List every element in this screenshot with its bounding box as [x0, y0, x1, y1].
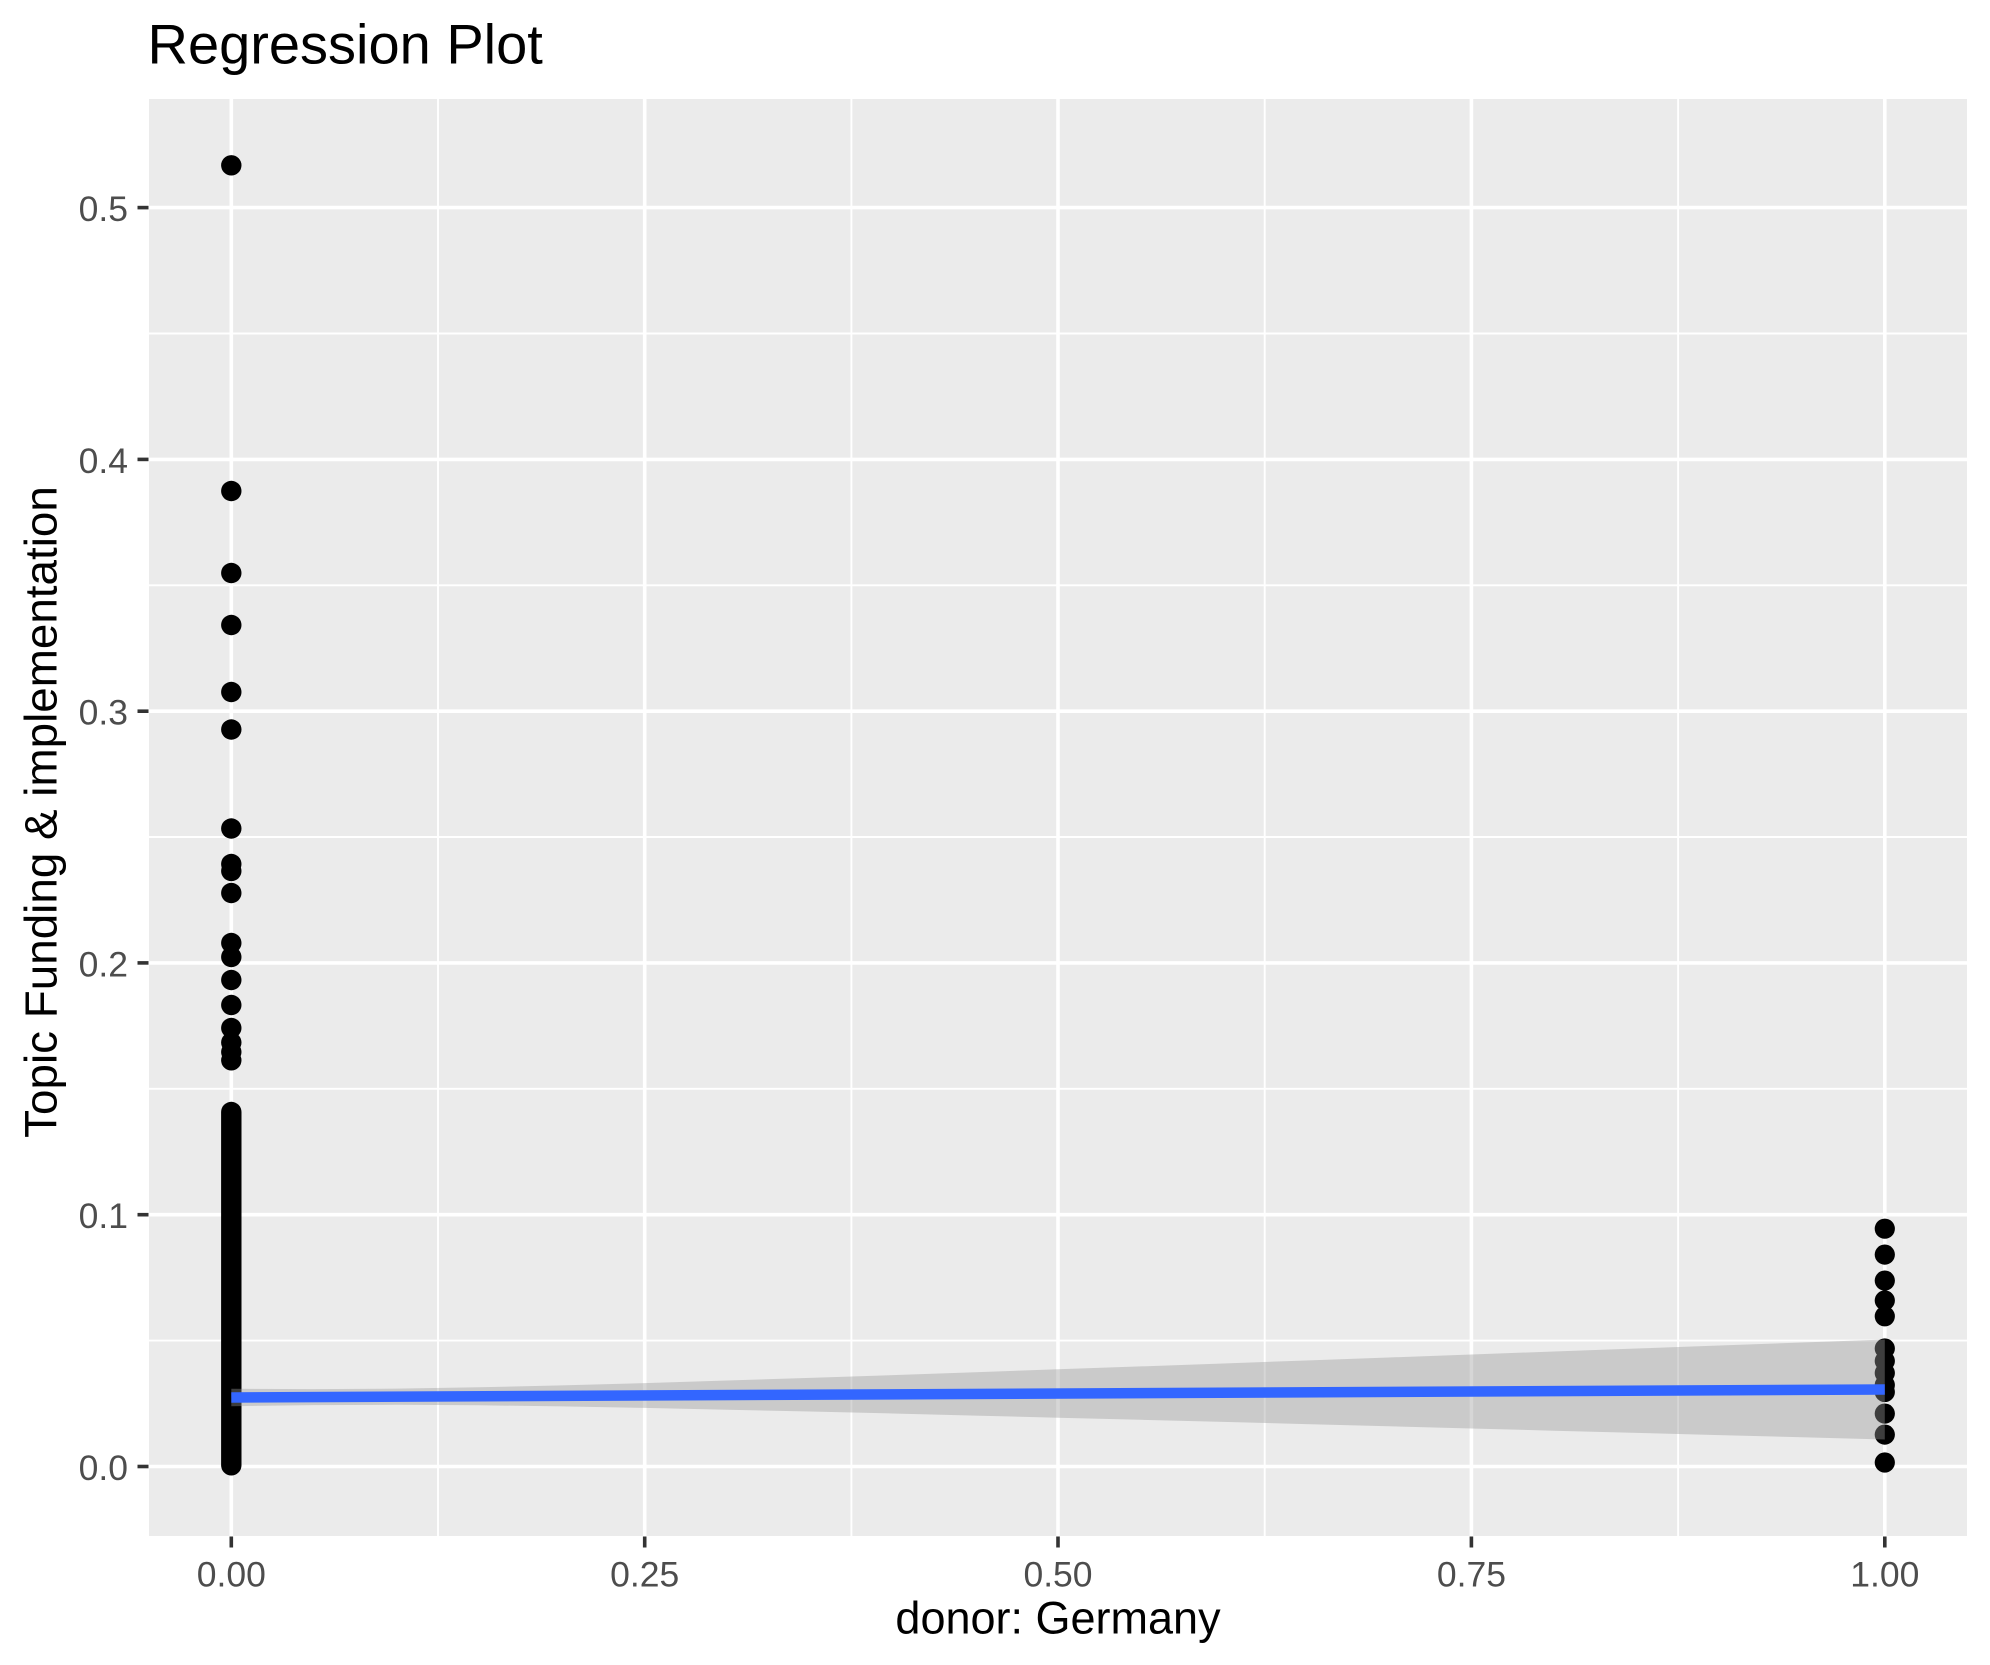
svg-text:donor: Germany: donor: Germany [895, 1593, 1221, 1644]
svg-text:Topic Funding & implementation: Topic Funding & implementation [16, 486, 67, 1138]
svg-text:Regression Plot: Regression Plot [148, 13, 544, 76]
svg-text:0.00: 0.00 [197, 1554, 266, 1594]
svg-text:0.5: 0.5 [79, 189, 128, 229]
svg-text:0.50: 0.50 [1023, 1554, 1092, 1594]
svg-text:1.00: 1.00 [1850, 1554, 1919, 1594]
svg-text:0.3: 0.3 [79, 693, 128, 733]
svg-text:0.1: 0.1 [79, 1196, 128, 1236]
svg-text:0.75: 0.75 [1437, 1554, 1506, 1594]
svg-text:0.25: 0.25 [610, 1554, 679, 1594]
svg-text:0.0: 0.0 [79, 1448, 128, 1488]
svg-text:0.4: 0.4 [79, 441, 128, 481]
svg-text:0.2: 0.2 [79, 944, 128, 984]
